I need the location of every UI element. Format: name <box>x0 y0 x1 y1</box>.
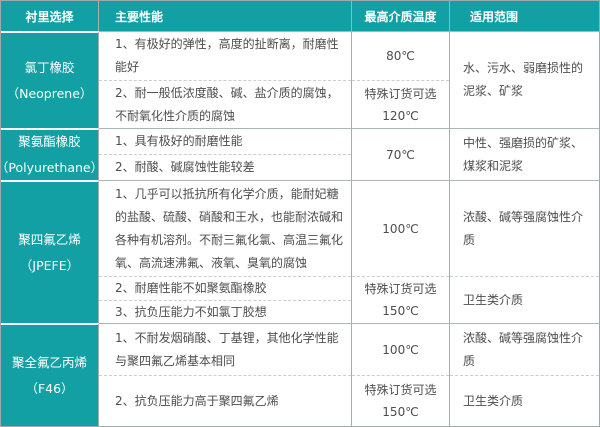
section-f46: 聚全氟乙丙烯 （F46） 1、不耐发烟硝酸、丁基锂，其他化学性能与聚四氟乙烯基本… <box>1 323 599 426</box>
header-main-performance: 主要性能 <box>99 1 352 31</box>
section-polyurethane: 聚氨酯橡胶 （Polyurethane） 1、具有极好的耐磨性能 2、耐酸、碱腐… <box>1 128 599 180</box>
temperature-cell: 100℃ 特殊订货可选 150℃ <box>352 323 450 426</box>
temperature-value: 特殊订货可选 150℃ <box>352 375 449 426</box>
temperature-cell: 70℃ <box>352 128 450 180</box>
range-cell: 水、污水、弱磨损性的泥浆、矿浆 <box>450 31 599 128</box>
performance-item: 2、耐一般低浓度酸、碱、盐介质的腐蚀，不耐氧化性介质的腐蚀 <box>99 80 351 128</box>
temperature-cell: 100℃ 特殊订货可选 150℃ <box>352 180 450 323</box>
temperature-value: 70℃ <box>386 147 415 162</box>
range-cell: 浓酸、碱等强腐蚀性介质 卫生类介质 <box>450 323 599 426</box>
range-value: 卫生类介质 <box>450 276 599 323</box>
header-applicable-range: 适用范围 <box>450 1 599 31</box>
performance-item: 1、不耐发烟硝酸、丁基锂，其他化学性能与聚四氟乙烯基本相同 <box>115 330 339 368</box>
performance-cell: 1、有极好的弹性，高度的扯断离，耐磨性能好 2、耐一般低浓度酸、碱、盐介质的腐蚀… <box>99 31 352 128</box>
performance-cell: 1、具有极好的耐磨性能 2、耐酸、碱腐蚀性能较差 <box>99 128 352 180</box>
table-header: 衬里选择 主要性能 最高介质温度 适用范围 <box>1 1 599 31</box>
lining-name-cell: 聚四氟乙烯 （JPEFE） <box>1 180 99 323</box>
temperature-value: 80℃ <box>386 49 415 63</box>
lining-name-cell: 聚氨酯橡胶 （Polyurethane） <box>1 128 99 180</box>
performance-item: 2、抗负压能力高于聚四氟乙烯 <box>99 375 351 426</box>
lining-code: （Polyurethane） <box>1 160 99 175</box>
lining-code: （JPEFE） <box>19 257 80 273</box>
temperature-value: 特殊订货可选 150℃ <box>352 276 449 323</box>
range-value: 卫生类介质 <box>450 375 599 426</box>
range-value: 水、污水、弱磨损性的泥浆、矿浆 <box>463 61 584 98</box>
temperature-value: 特殊订货可选 120℃ <box>352 80 449 128</box>
temperature-value: 100℃ <box>382 221 419 236</box>
header-max-medium-temperature: 最高介质温度 <box>352 1 450 31</box>
performance-item: 2、耐酸、碱腐蚀性能较差 <box>99 154 351 180</box>
performance-item: 1、有极好的弹性，高度的扯断离，耐磨性能好 <box>115 37 339 74</box>
lining-code: （Neoprene） <box>6 85 93 101</box>
lining-name-cell: 氯丁橡胶 （Neoprene） <box>1 31 99 128</box>
temperature-cell: 80℃ 特殊订货可选 120℃ <box>352 31 450 128</box>
header-lining-selection: 衬里选择 <box>1 1 99 31</box>
lining-name: 聚全氟乙丙烯 <box>11 354 87 370</box>
lining-name-cell: 聚全氟乙丙烯 （F46） <box>1 323 99 426</box>
section-neoprene: 氯丁橡胶 （Neoprene） 1、有极好的弹性，高度的扯断离，耐磨性能好 2、… <box>1 31 599 128</box>
range-value: 浓酸、碱等强腐蚀性介质 <box>463 209 584 247</box>
lining-name: 聚四氟乙烯 <box>18 231 81 247</box>
performance-item: 2、耐磨性能不如聚氨酯橡胶 <box>99 276 351 300</box>
lining-name: 氯丁橡胶 <box>24 59 75 75</box>
performance-cell: 1、几乎可以抵抗所有化学介质，能耐妃糖的盐酸、硫酸、硝酸和王水，也能耐浓碱和各种… <box>99 180 352 323</box>
lining-name: 聚氨酯橡胶 <box>18 134 81 149</box>
range-cell: 浓酸、碱等强腐蚀性介质 卫生类介质 <box>450 180 599 323</box>
lining-code: （F46） <box>25 380 74 396</box>
range-cell: 中性、强磨损的矿浆、煤浆和泥浆 <box>450 128 599 180</box>
range-value: 浓酸、碱等强腐蚀性介质 <box>463 330 584 368</box>
performance-item: 3、抗负压能力不如氯丁胶想 <box>99 300 351 323</box>
range-value: 中性、强磨损的矿浆、煤浆和泥浆 <box>463 135 584 173</box>
section-ptfe: 聚四氟乙烯 （JPEFE） 1、几乎可以抵抗所有化学介质，能耐妃糖的盐酸、硫酸、… <box>1 180 599 323</box>
performance-item: 1、几乎可以抵抗所有化学介质，能耐妃糖的盐酸、硫酸、硝酸和王水，也能耐浓碱和各种… <box>115 186 344 270</box>
performance-item: 1、具有极好的耐磨性能 <box>115 134 243 148</box>
performance-cell: 1、不耐发烟硝酸、丁基锂，其他化学性能与聚四氟乙烯基本相同 2、抗负压能力高于聚… <box>99 323 352 426</box>
temperature-value: 100℃ <box>382 342 419 357</box>
